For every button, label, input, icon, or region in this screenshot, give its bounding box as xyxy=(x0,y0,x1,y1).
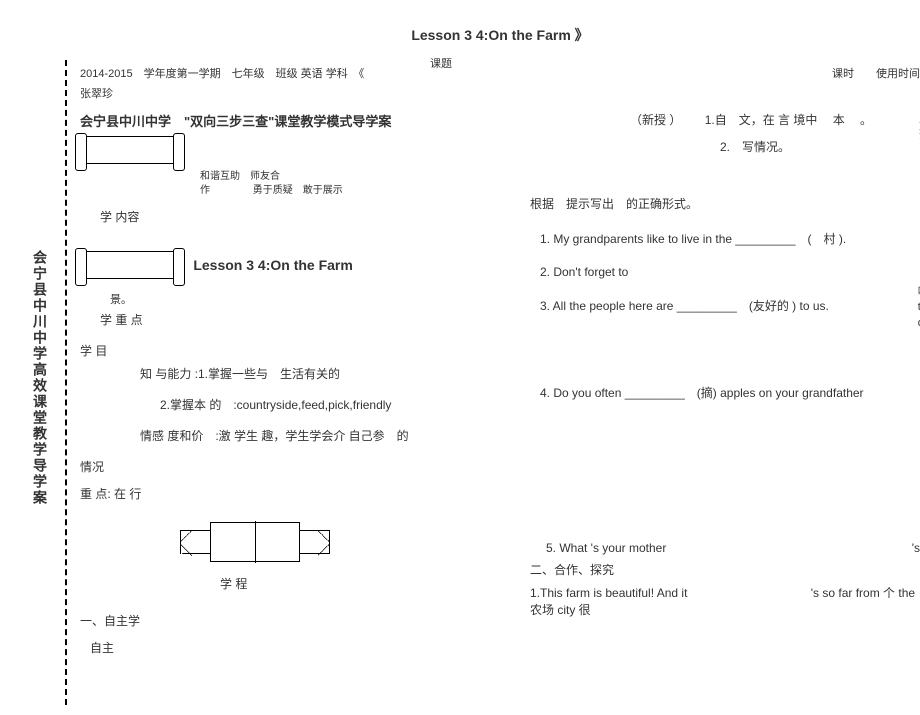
zhongdian-label: 学 重 点 xyxy=(100,311,500,328)
section-2-q1: 1.This farm is beautiful! And it 's so f… xyxy=(530,584,920,618)
question-1: 1. My grandparents like to live in the _… xyxy=(530,230,920,247)
question-5: 5. What 's your mother 's xyxy=(530,541,920,555)
question-4: 4. Do you often _________ (摘) apples on … xyxy=(530,384,920,401)
keti-label: 课题 xyxy=(430,55,452,71)
zdx-label: 重 点: 在 行 xyxy=(80,485,500,502)
scroll-icon xyxy=(80,251,180,279)
right-column: 课时 使用时间 主 蒲 （新授 ） 1.自 文，在 言 境中 本 。 2. 写情… xyxy=(520,25,920,656)
banner-icon xyxy=(180,522,330,562)
right-line-1: （新授 ） 1.自 文，在 言 境中 本 。 xyxy=(530,111,920,128)
objective-2: 2.掌握本 的 :countryside,feed,pick,friendly xyxy=(160,396,500,413)
page-title: Lesson 3 4:On the Farm 》 xyxy=(80,25,920,45)
main-content: Lesson 3 4:On the Farm 》 2014-2015 学年度第一… xyxy=(80,25,920,656)
objective-1: 知 与能力 :1.掌握一些与 生活有关的 xyxy=(140,365,500,382)
scroll-icon xyxy=(80,136,180,164)
scroll-row-2: Lesson 3 4:On the Farm xyxy=(80,245,500,285)
mu-label: 学 目 xyxy=(80,342,500,359)
jing-label: 景。 xyxy=(110,291,500,307)
author-name: 张翠珍 xyxy=(80,85,500,101)
cheng-label: 学 程 xyxy=(220,575,500,592)
instruction-2: 2. 写情况。 xyxy=(720,138,920,155)
lesson-title: Lesson 3 4:On the Farm xyxy=(193,257,352,273)
content-label: 学 内容 xyxy=(100,208,500,225)
xinshou-label: （新授 ） xyxy=(630,113,681,127)
section-1-heading: 一、自主学 xyxy=(80,612,500,629)
vertical-school-label: 会宁县中川中学高效课堂教学导学案 xyxy=(30,250,50,506)
section-1a: 自主 xyxy=(90,639,500,656)
right-top-meta: 课时 使用时间 xyxy=(530,65,920,81)
meta-text: 2014-2015 学年度第一学期 七年级 班级 英语 学科 《 xyxy=(80,68,364,80)
motto-text: 和谐互助 师友合 作 勇于质疑 敢于展示 xyxy=(200,170,500,198)
scroll-row-1 xyxy=(80,130,500,170)
school-heading: 会宁县中川中学 "双向三步三查"课堂教学模式导学案 xyxy=(80,111,500,130)
exercise-prompt: 根据 提示写出 的正确形式。 xyxy=(530,195,920,212)
objective-3: 情感 度和价 :激 学生 趣，学生学会介 自己参 的 xyxy=(140,427,500,444)
qingkuang-label: 情况 xyxy=(80,458,500,475)
question-2: 2. Don't forget to xyxy=(530,265,920,279)
section-2-heading: 二、合作、探究 xyxy=(530,561,920,578)
instruction-1: 1.自 文，在 言 境中 本 。 xyxy=(705,113,872,127)
meta-line: 2014-2015 学年度第一学期 七年级 班级 英语 学科 《 课题 xyxy=(80,65,500,81)
question-3: 3. All the people here are _________ (友好… xyxy=(530,297,920,314)
dashed-divider xyxy=(65,60,67,705)
left-column: 2014-2015 学年度第一学期 七年级 班级 英语 学科 《 课题 张翠珍 … xyxy=(80,25,520,656)
